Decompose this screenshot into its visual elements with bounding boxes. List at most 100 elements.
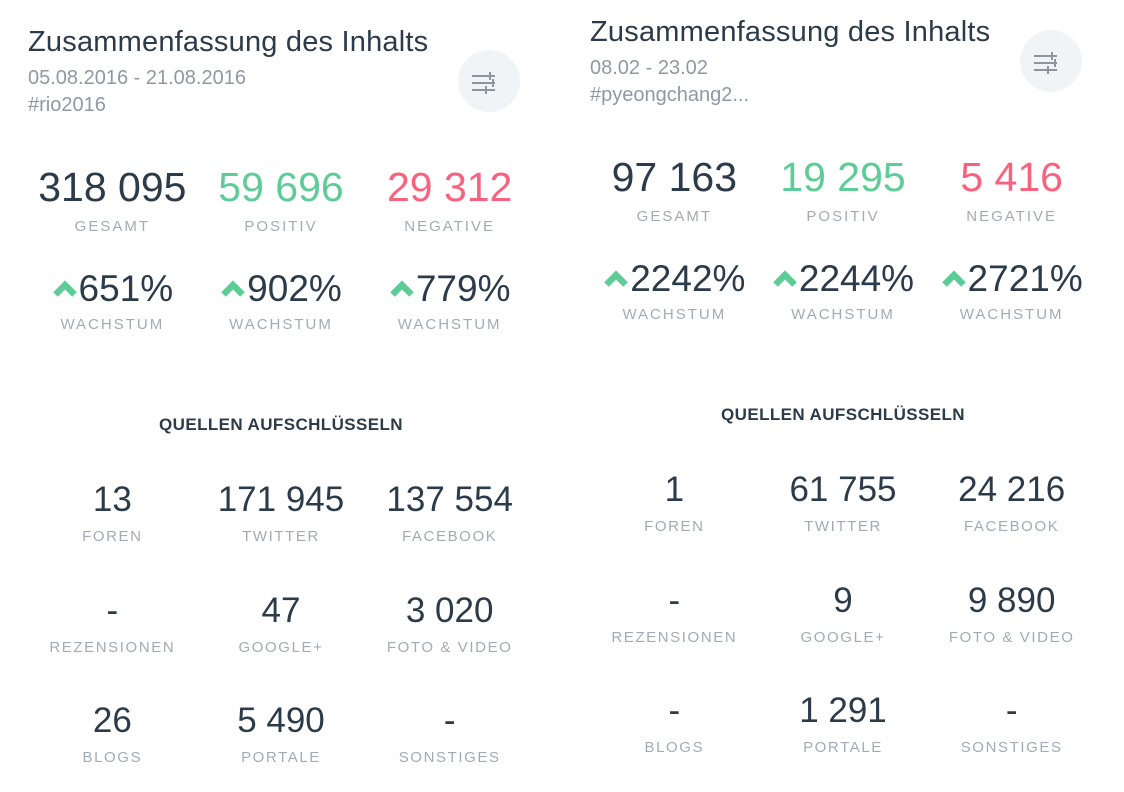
source-label: REZENSIONEN: [49, 638, 176, 656]
widget-settings-button[interactable]: [458, 50, 520, 112]
growth-stats: 651% WACHSTUM 902% WACHSTUM 779% WACHSTU…: [28, 267, 534, 336]
growth-value: 902%: [247, 267, 342, 309]
source-facebook: 24 216 FACEBOOK: [927, 469, 1096, 537]
growth-value: 2244%: [798, 257, 915, 299]
source-rezensionen: - REZENSIONEN: [28, 590, 197, 658]
source-label: FOREN: [82, 528, 143, 546]
summary-stats: 318 095 GESAMT 59 696 POSITIV 29 312 NEG…: [28, 163, 534, 236]
sources-grid: 1 FOREN 61 755 TWITTER 24 216 FACEBOOK -…: [590, 469, 1096, 758]
growth-value: 2242%: [630, 257, 746, 299]
widget-settings-button[interactable]: [1020, 30, 1082, 92]
source-label: TWITTER: [242, 528, 320, 546]
source-label: SONSTIGES: [960, 738, 1063, 756]
arrow-up-icon: [52, 280, 77, 297]
arrow-up-icon: [221, 280, 245, 297]
source-foren: 13 FOREN: [28, 479, 197, 547]
source-value: 137 554: [386, 480, 513, 520]
stat-positiv: 19 295 POSITIV: [759, 153, 928, 226]
growth-value: 651%: [78, 267, 174, 309]
stat-label: POSITIV: [806, 207, 880, 225]
summary-stats: 97 163 GESAMT 19 295 POSITIV 5 416 NEGAT…: [590, 153, 1096, 226]
growth-label: WACHSTUM: [60, 316, 165, 334]
stat-label: GESAMT: [74, 217, 150, 235]
stat-gesamt: 318 095 GESAMT: [28, 163, 197, 236]
source-value: -: [106, 590, 119, 630]
stat-label: POSITIV: [244, 217, 318, 235]
growth-stats: 2242% WACHSTUM 2244% WACHSTUM 2721% WACH…: [590, 257, 1096, 326]
source-rezensionen: - REZENSIONEN: [590, 580, 759, 648]
source-blogs: 26 BLOGS: [28, 700, 197, 768]
growth-negative: 2721% WACHSTUM: [927, 257, 1096, 326]
source-value: 13: [92, 480, 132, 520]
growth-label: WACHSTUM: [622, 306, 727, 324]
source-googleplus: 9 GOOGLE+: [759, 580, 928, 648]
source-value: 24 216: [958, 470, 1066, 510]
source-value: -: [668, 690, 681, 730]
date-range: 05.08.2016 - 21.08.2016: [28, 67, 246, 90]
sliders-icon: [472, 72, 495, 94]
stat-value: 29 312: [386, 164, 513, 211]
date-range: 08.02 - 23.02: [590, 57, 708, 80]
stat-positiv: 59 696 POSITIV: [197, 163, 366, 236]
source-value: 3 020: [405, 590, 494, 630]
source-label: REZENSIONEN: [611, 628, 738, 646]
source-foto-video: 9 890 FOTO & VIDEO: [927, 580, 1096, 648]
growth-label: WACHSTUM: [229, 316, 333, 334]
stat-negative: 5 416 NEGATIVE: [927, 153, 1096, 226]
growth-label: WACHSTUM: [791, 306, 895, 324]
stat-value: 19 295: [780, 154, 906, 201]
source-label: FOTO & VIDEO: [948, 628, 1075, 646]
stat-label: NEGATIVE: [966, 207, 1058, 225]
source-value: -: [668, 580, 681, 620]
arrow-up-icon: [941, 270, 966, 287]
stat-label: NEGATIVE: [404, 217, 496, 235]
source-value: 171 945: [217, 480, 345, 520]
growth-label: WACHSTUM: [959, 306, 1064, 324]
card-title: Zusammenfassung des Inhalts: [590, 16, 991, 48]
source-value: 26: [92, 700, 132, 740]
arrow-up-icon: [773, 270, 797, 287]
source-foto-video: 3 020 FOTO & VIDEO: [365, 590, 534, 658]
source-label: GOOGLE+: [238, 638, 324, 656]
source-facebook: 137 554 FACEBOOK: [365, 479, 534, 547]
growth-value: 779%: [415, 267, 511, 309]
source-sonstiges: - SONSTIGES: [365, 700, 534, 768]
stat-value: 97 163: [611, 154, 738, 201]
stat-negative: 29 312 NEGATIVE: [365, 163, 534, 236]
source-value: 1 291: [799, 690, 887, 730]
source-twitter: 171 945 TWITTER: [197, 479, 366, 547]
source-label: BLOGS: [82, 748, 143, 766]
source-label: SONSTIGES: [398, 748, 501, 766]
growth-positiv: 2244% WACHSTUM: [759, 257, 928, 326]
source-portale: 5 490 PORTALE: [197, 700, 366, 768]
summary-card-rio2016: Zusammenfassung des Inhalts 05.08.2016 -…: [28, 26, 534, 768]
sources-section-title: QUELLEN AUFSCHLÜSSELN: [721, 405, 965, 425]
source-value: 61 755: [789, 470, 897, 510]
growth-gesamt: 651% WACHSTUM: [28, 267, 197, 336]
source-value: -: [443, 700, 456, 740]
sources-section-title: QUELLEN AUFSCHLÜSSELN: [159, 415, 403, 435]
growth-label: WACHSTUM: [397, 316, 502, 334]
source-label: GOOGLE+: [800, 628, 886, 646]
source-label: FOREN: [644, 518, 705, 536]
source-value: 5 490: [237, 700, 325, 740]
source-value: -: [1005, 690, 1018, 730]
stat-value: 318 095: [38, 164, 187, 211]
source-label: TWITTER: [804, 518, 882, 536]
stat-value: 5 416: [960, 154, 1063, 201]
source-portale: 1 291 PORTALE: [759, 690, 928, 758]
stat-value: 59 696: [218, 164, 344, 211]
sources-grid: 13 FOREN 171 945 TWITTER 137 554 FACEBOO…: [28, 479, 534, 768]
growth-value: 2721%: [967, 257, 1083, 299]
source-label: FACEBOOK: [402, 528, 498, 546]
arrow-up-icon: [390, 280, 414, 297]
hashtag: #pyeongchang2...: [590, 84, 750, 107]
source-value: 1: [664, 470, 685, 510]
source-twitter: 61 755 TWITTER: [759, 469, 928, 537]
source-label: FACEBOOK: [964, 518, 1060, 536]
summary-card-pyeongchang: Zusammenfassung des Inhalts 08.02 - 23.0…: [562, 0, 1124, 792]
source-value: 47: [261, 590, 301, 630]
source-label: FOTO & VIDEO: [386, 638, 513, 656]
growth-positiv: 902% WACHSTUM: [197, 267, 366, 336]
